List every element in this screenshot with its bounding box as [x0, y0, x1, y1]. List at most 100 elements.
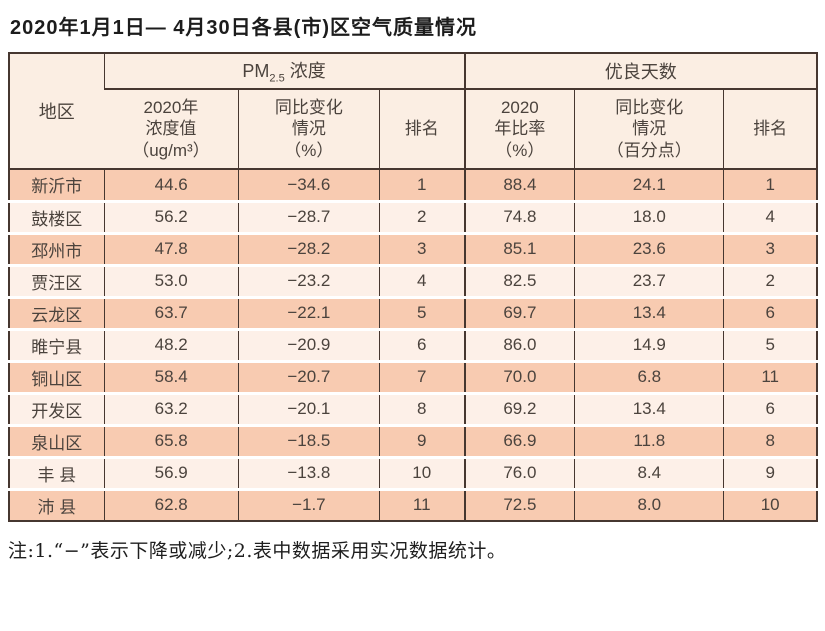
good-change-cell: 8.0 — [574, 487, 724, 521]
good-rank-cell: 11 — [723, 359, 817, 393]
table-header: 地区 PM2.5 浓度 优良天数 2020年 浓度值 （ug/m³） 同比变化 … — [9, 53, 817, 169]
good-ratio-cell: 74.8 — [463, 199, 575, 233]
good-change-cell: 6.8 — [574, 359, 724, 393]
good-change-cell: 11.8 — [574, 423, 724, 457]
table-row: 云龙区 63.7 −22.1 5 69.7 13.4 6 — [9, 295, 817, 329]
table-row: 开发区 63.2 −20.1 8 69.2 13.4 6 — [9, 391, 817, 425]
column-header-good-change: 同比变化 情况 （百分点） — [574, 89, 724, 169]
table-row: 贾汪区 53.0 −23.2 4 82.5 23.7 2 — [9, 263, 817, 297]
pm-change-cell: −20.1 — [237, 391, 380, 425]
table-row: 沛 县 62.8 −1.7 11 72.5 8.0 10 — [9, 487, 817, 521]
region-cell: 沛 县 — [9, 487, 105, 521]
pm-change-cell: −1.7 — [237, 487, 380, 521]
good-ratio-cell: 82.5 — [463, 263, 575, 297]
pm-change-cell: −23.2 — [237, 263, 380, 297]
pm-rank-cell: 9 — [378, 423, 465, 457]
table-row: 邳州市 47.8 −28.2 3 85.1 23.6 3 — [9, 231, 817, 265]
good-change-cell: 13.4 — [574, 391, 724, 425]
good-ratio-cell: 72.5 — [463, 487, 575, 521]
region-cell: 开发区 — [9, 391, 105, 425]
region-cell: 铜山区 — [9, 359, 105, 393]
pm-rank-cell: 2 — [378, 199, 465, 233]
table-row: 丰 县 56.9 −13.8 10 76.0 8.4 9 — [9, 455, 817, 489]
good-ratio-cell: 88.4 — [463, 168, 575, 201]
page-title: 2020年1月1日— 4月30日各县(市)区空气质量情况 — [10, 17, 477, 39]
good-rank-cell: 6 — [723, 391, 817, 425]
table-row: 鼓楼区 56.2 −28.7 2 74.8 18.0 4 — [9, 199, 817, 233]
table-body: 新沂市 44.6 −34.6 1 88.4 24.1 1 鼓楼区 56.2 −28.7 2 74.8 1… — [9, 168, 817, 521]
pm-value-cell: 53.0 — [103, 263, 239, 297]
pm-rank-cell: 5 — [378, 295, 465, 329]
good-ratio-cell: 69.2 — [463, 391, 575, 425]
pm-rank-cell: 1 — [378, 168, 465, 201]
column-header-pm-value: 2020年 浓度值 （ug/m³） — [104, 89, 239, 169]
pm-change-cell: −18.5 — [237, 423, 380, 457]
pm-value-cell: 47.8 — [103, 231, 239, 265]
region-cell: 邳州市 — [9, 231, 105, 265]
good-change-cell: 18.0 — [574, 199, 724, 233]
pm-change-cell: −28.2 — [237, 231, 380, 265]
pm-change-cell: −22.1 — [237, 295, 380, 329]
column-header-good-rank: 排名 — [723, 89, 817, 169]
good-ratio-cell: 69.7 — [463, 295, 575, 329]
pm-change-cell: −34.6 — [237, 168, 380, 201]
table-row: 睢宁县 48.2 −20.9 6 86.0 14.9 5 — [9, 327, 817, 361]
pm-rank-cell: 10 — [378, 455, 465, 489]
region-cell: 睢宁县 — [9, 327, 105, 361]
table-row: 铜山区 58.4 −20.7 7 70.0 6.8 11 — [9, 359, 817, 393]
good-change-cell: 23.7 — [574, 263, 724, 297]
pm-rank-cell: 11 — [378, 487, 465, 521]
pm-value-cell: 62.8 — [103, 487, 239, 521]
pm-change-cell: −20.9 — [237, 327, 380, 361]
region-cell: 贾汪区 — [9, 263, 105, 297]
pm25-subscript: 2.5 — [269, 72, 285, 85]
pm-change-cell: −13.8 — [237, 455, 380, 489]
good-ratio-cell: 85.1 — [463, 231, 575, 265]
pm-value-cell: 56.2 — [103, 199, 239, 233]
pm-rank-cell: 4 — [378, 263, 465, 297]
good-ratio-cell: 70.0 — [463, 359, 575, 393]
pm-value-cell: 44.6 — [103, 168, 239, 201]
region-cell: 新沂市 — [9, 168, 105, 201]
pm-value-cell: 63.7 — [103, 295, 239, 329]
air-quality-table: 地区 PM2.5 浓度 优良天数 2020年 浓度值 （ug/m³） 同比变化 … — [8, 52, 818, 522]
column-header-pm-rank: 排名 — [378, 89, 465, 169]
table-row: 泉山区 65.8 −18.5 9 66.9 11.8 8 — [9, 423, 817, 457]
good-change-cell: 14.9 — [574, 327, 724, 361]
pm-rank-cell: 7 — [378, 359, 465, 393]
region-cell: 鼓楼区 — [9, 199, 105, 233]
pm-value-cell: 48.2 — [103, 327, 239, 361]
good-change-cell: 13.4 — [574, 295, 724, 329]
pm-rank-cell: 3 — [378, 231, 465, 265]
region-cell: 泉山区 — [9, 423, 105, 457]
pm25-label-prefix: PM — [242, 61, 270, 82]
good-ratio-cell: 86.0 — [463, 327, 575, 361]
good-rank-cell: 9 — [723, 455, 817, 489]
pm-value-cell: 63.2 — [103, 391, 239, 425]
region-cell: 丰 县 — [9, 455, 105, 489]
pm-value-cell: 58.4 — [103, 359, 239, 393]
good-rank-cell: 8 — [723, 423, 817, 457]
pm-rank-cell: 8 — [378, 391, 465, 425]
footnote: 注:1.“−”表示下降或减少;2.表中数据采用实况数据统计。 — [8, 540, 507, 562]
good-change-cell: 8.4 — [574, 455, 724, 489]
good-change-cell: 24.1 — [574, 168, 724, 201]
good-rank-cell: 1 — [723, 168, 817, 201]
good-rank-cell: 6 — [723, 295, 817, 329]
column-group-pm25: PM2.5 浓度 — [103, 53, 465, 90]
pm-value-cell: 56.9 — [103, 455, 239, 489]
good-change-cell: 23.6 — [574, 231, 724, 265]
table-row: 新沂市 44.6 −34.6 1 88.4 24.1 1 — [9, 168, 817, 201]
pm-change-cell: −20.7 — [237, 359, 380, 393]
region-cell: 云龙区 — [9, 295, 105, 329]
good-rank-cell: 3 — [723, 231, 817, 265]
column-header-region: 地区 — [9, 53, 105, 169]
pm25-label-suffix: 浓度 — [284, 61, 326, 82]
good-rank-cell: 2 — [723, 263, 817, 297]
good-ratio-cell: 76.0 — [463, 455, 575, 489]
good-rank-cell: 10 — [723, 487, 817, 521]
good-rank-cell: 4 — [723, 199, 817, 233]
column-header-good-ratio: 2020 年比率 （%） — [463, 89, 575, 169]
good-ratio-cell: 66.9 — [463, 423, 575, 457]
good-rank-cell: 5 — [723, 327, 817, 361]
